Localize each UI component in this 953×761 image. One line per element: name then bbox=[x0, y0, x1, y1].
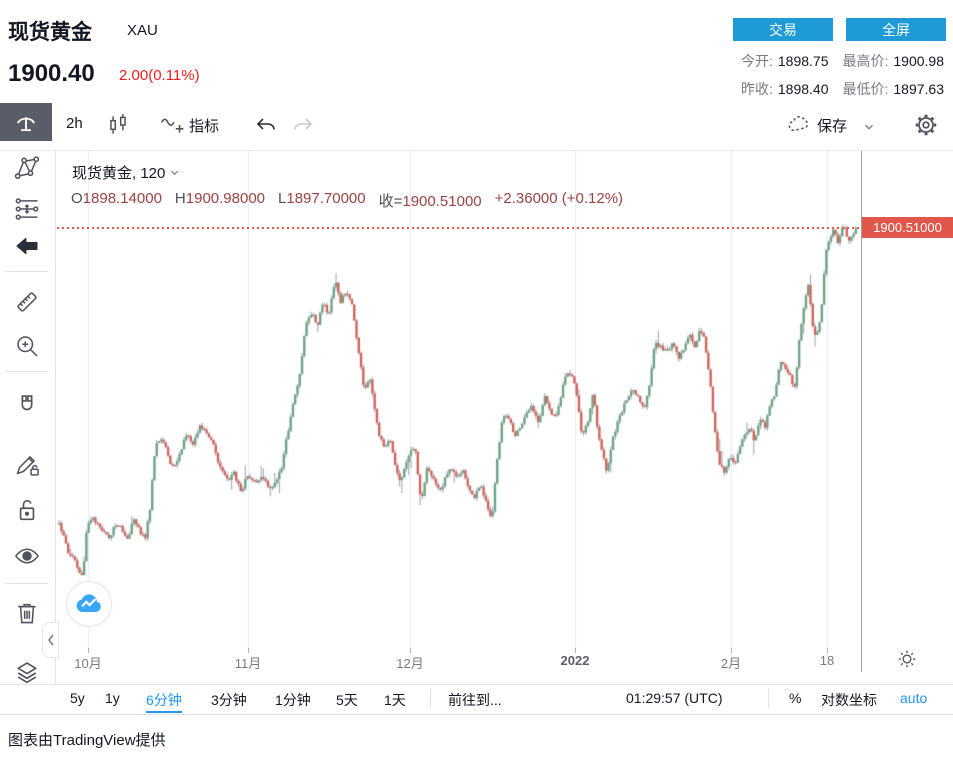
log-scale-button[interactable]: 对数坐标 bbox=[821, 692, 877, 708]
forecast-tool-icon[interactable] bbox=[11, 193, 43, 225]
range-6min[interactable]: 6分钟 bbox=[146, 690, 182, 713]
stay-drawing-mode-icon[interactable] bbox=[11, 448, 43, 480]
tradingview-logo-button[interactable] bbox=[66, 581, 112, 627]
measure-ruler-icon[interactable] bbox=[11, 286, 43, 318]
sidebar-separator bbox=[5, 371, 49, 372]
chart-legend-ohlc: O1898.14000 H1900.98000 L1897.70000 收=19… bbox=[71, 190, 623, 211]
redo-icon[interactable] bbox=[290, 113, 316, 139]
axis-settings-sun-icon[interactable] bbox=[895, 647, 919, 671]
clock-utc[interactable]: 01:29:57 (UTC) bbox=[626, 690, 723, 706]
chart-legend-title: 现货黄金, 120 bbox=[72, 162, 180, 183]
collapse-sidebar-tab[interactable] bbox=[42, 622, 59, 658]
range-1d[interactable]: 1天 bbox=[384, 692, 406, 708]
settings-gear-icon[interactable] bbox=[910, 109, 942, 141]
xabcd-pattern-tool-icon[interactable] bbox=[11, 152, 43, 184]
time-axis-label: 10月 bbox=[74, 656, 102, 671]
last-price-dotted-line bbox=[57, 227, 861, 229]
stats-row-2: 昨收: 1898.40 最低价: 1897.63 bbox=[741, 79, 944, 99]
legend-close: 收=1900.51000 bbox=[378, 193, 482, 210]
stat-prev-close: 昨收: 1898.40 bbox=[741, 81, 829, 97]
range-3min[interactable]: 3分钟 bbox=[211, 692, 247, 708]
legend-chevron-down-icon[interactable] bbox=[169, 167, 180, 178]
bottom-toolbar-separator bbox=[430, 689, 431, 708]
drawing-toolbar bbox=[0, 151, 56, 684]
lock-drawings-icon[interactable] bbox=[11, 494, 43, 526]
price-axis-border bbox=[861, 151, 862, 672]
legend-high: H1900.98000 bbox=[174, 190, 266, 207]
stat-open: 今开: 1898.75 bbox=[741, 53, 829, 69]
zoom-in-icon[interactable] bbox=[11, 330, 43, 362]
time-axis-label: 2月 bbox=[720, 656, 742, 671]
chevron-left-icon bbox=[47, 634, 55, 646]
time-axis-tick bbox=[827, 648, 828, 653]
time-axis-label: 2022 bbox=[560, 653, 590, 668]
time-axis-tick bbox=[575, 648, 576, 653]
time-axis-tick bbox=[731, 648, 732, 653]
bottom-toolbar-separator bbox=[768, 689, 769, 708]
trade-button[interactable]: 交易 bbox=[733, 18, 833, 41]
time-axis-label: 18 bbox=[819, 653, 835, 668]
last-price-axis-label: 1900.51000 bbox=[862, 217, 953, 238]
stat-low: 最低价: 1897.63 bbox=[842, 81, 945, 97]
goto-date-button[interactable]: 前往到... bbox=[448, 692, 502, 708]
stat-high: 最高价: 1900.98 bbox=[842, 53, 945, 69]
save-button[interactable]: 保存 bbox=[817, 118, 848, 135]
range-1y[interactable]: 1y bbox=[105, 690, 120, 706]
percent-scale-button[interactable]: % bbox=[789, 690, 802, 706]
time-axis-tick bbox=[88, 648, 89, 653]
legend-open: O1898.14000 bbox=[71, 190, 162, 207]
auto-scale-button[interactable]: auto bbox=[900, 690, 928, 706]
indicators-button[interactable]: 指标 bbox=[189, 118, 220, 135]
range-5d[interactable]: 5天 bbox=[336, 692, 358, 708]
time-axis-label: 12月 bbox=[396, 656, 424, 671]
time-axis-label: 11月 bbox=[234, 656, 262, 671]
bottom-toolbar bbox=[0, 684, 953, 715]
object-tree-layers-icon[interactable] bbox=[11, 657, 43, 689]
last-price: 1900.40 bbox=[8, 60, 95, 87]
toolbar-divider bbox=[0, 150, 953, 151]
magnet-icon[interactable] bbox=[11, 390, 43, 422]
undo-icon[interactable] bbox=[253, 113, 279, 139]
chevron-down-icon[interactable] bbox=[860, 118, 878, 136]
range-5y[interactable]: 5y bbox=[70, 690, 85, 706]
arrow-marker-tool-icon[interactable] bbox=[11, 230, 43, 262]
symbol-code: XAU bbox=[127, 22, 158, 39]
tradingview-logo-icon bbox=[74, 589, 104, 619]
sidebar-separator bbox=[5, 271, 49, 272]
hide-drawings-eye-icon[interactable] bbox=[11, 540, 43, 572]
range-1min[interactable]: 1分钟 bbox=[275, 692, 311, 708]
candlestick-chart[interactable] bbox=[56, 151, 862, 649]
remove-drawings-trash-icon[interactable] bbox=[11, 597, 43, 629]
arrow-up-cursor-icon bbox=[13, 109, 39, 135]
sidebar-separator bbox=[5, 583, 49, 584]
price-change: 2.00(0.11%) bbox=[119, 67, 200, 84]
interval-button[interactable]: 2h bbox=[66, 115, 83, 132]
selected-cursor-tool-button[interactable] bbox=[0, 103, 52, 141]
cloud-save-icon[interactable] bbox=[785, 111, 813, 139]
symbol-name: 现货黄金 bbox=[8, 21, 92, 44]
fullscreen-button[interactable]: 全屏 bbox=[846, 18, 946, 41]
indicators-icon[interactable] bbox=[158, 111, 186, 139]
time-axis-tick bbox=[248, 648, 249, 653]
legend-low: L1897.70000 bbox=[278, 190, 366, 207]
stats-row-1: 今开: 1898.75 最高价: 1900.98 bbox=[741, 51, 944, 71]
legend-change: +2.36000 (+0.12%) bbox=[494, 190, 624, 207]
time-axis-tick bbox=[410, 648, 411, 653]
tradingview-attribution[interactable]: 图表由TradingView提供 bbox=[8, 732, 166, 749]
chart-style-candles-icon[interactable] bbox=[104, 111, 132, 139]
